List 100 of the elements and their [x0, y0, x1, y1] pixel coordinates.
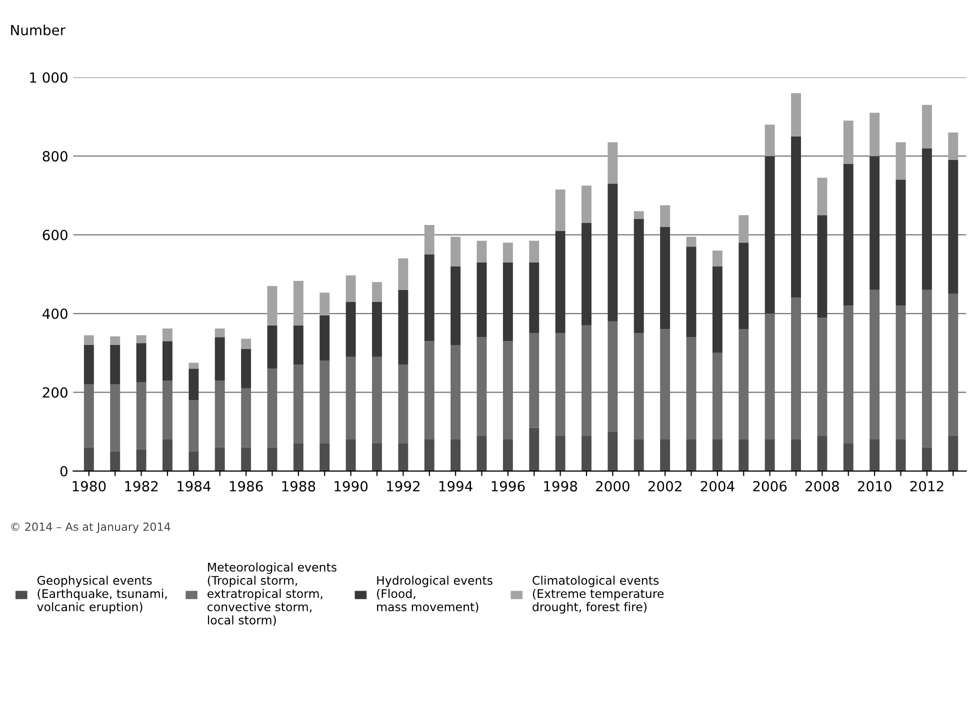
y-tick-label: 400 [42, 308, 68, 320]
bar [817, 178, 828, 216]
bar [817, 215, 828, 318]
bar [450, 236, 461, 266]
bar [870, 440, 880, 472]
bar [529, 262, 540, 334]
bar [686, 236, 696, 247]
bar [738, 440, 749, 472]
bar [372, 282, 382, 302]
x-tick-label: 2000 [596, 480, 630, 492]
legend-label: Geophysical events (Earthquake, tsunami, volcanic eruption) [37, 576, 167, 614]
bar [555, 230, 566, 334]
bar [896, 142, 906, 180]
bar [241, 348, 252, 388]
bar [450, 266, 461, 346]
bar [660, 440, 670, 472]
bar [502, 242, 513, 262]
bar [634, 440, 644, 472]
bar [738, 242, 749, 330]
bar [110, 345, 120, 384]
bar [372, 302, 382, 357]
x-tick-label: 1998 [544, 480, 578, 492]
bar [843, 120, 854, 164]
bar [136, 343, 146, 382]
bar [84, 335, 94, 346]
bar [582, 222, 592, 326]
bar [398, 290, 408, 365]
y-tick-label: 1 000 [30, 72, 68, 83]
bar [241, 338, 252, 349]
bar [922, 447, 932, 472]
bar [817, 436, 828, 472]
bar [424, 440, 434, 472]
bar [398, 443, 408, 472]
bar [320, 316, 330, 361]
x-tick-label: 2012 [910, 480, 944, 492]
bar [241, 447, 252, 472]
x-tick-label: 2008 [806, 480, 839, 492]
bar [712, 440, 722, 472]
bar [843, 443, 854, 472]
bar [267, 447, 278, 472]
bar [529, 428, 540, 472]
bar [372, 443, 382, 472]
bar [320, 292, 330, 316]
bar [267, 325, 278, 369]
bar [476, 262, 487, 338]
bar [346, 302, 356, 357]
bar [948, 160, 958, 294]
legend-label: Climatological events (Extreme temperature drought, forest fire) [532, 576, 664, 614]
bar [320, 443, 330, 472]
bar [424, 254, 434, 342]
bar [582, 186, 592, 223]
x-tick-label: 1984 [178, 480, 211, 492]
bar [922, 104, 932, 148]
text: © 2014 – As at January 2014 [11, 522, 170, 534]
bar [896, 440, 906, 472]
bar [529, 240, 540, 262]
bar [948, 132, 958, 160]
bar [843, 164, 854, 306]
bar [764, 156, 775, 314]
x-tick-label: 2010 [858, 480, 892, 492]
bar [293, 443, 304, 472]
bar [660, 205, 670, 227]
bar [502, 262, 513, 342]
y-tick-label: 200 [42, 387, 68, 398]
bar [162, 328, 172, 342]
bar [686, 440, 696, 472]
bar [896, 180, 906, 306]
bar [922, 148, 932, 290]
bar [555, 190, 566, 231]
bar [948, 436, 958, 472]
bar [582, 436, 592, 472]
bar [608, 184, 618, 322]
legend-label: Hydrological events (Flood, mass movement) [377, 576, 492, 613]
bar [608, 432, 618, 472]
bar [214, 328, 225, 338]
bar [712, 250, 722, 266]
bar [136, 449, 146, 472]
bar [424, 224, 434, 254]
bar [214, 447, 225, 472]
x-tick-label: 2004 [700, 480, 734, 492]
x-tick-label: 1986 [230, 480, 263, 492]
bar [293, 325, 304, 365]
bar [450, 440, 461, 472]
bar [267, 286, 278, 326]
bar [293, 280, 304, 326]
bar [502, 440, 513, 472]
bar [870, 112, 880, 156]
bar [84, 345, 94, 384]
x-tick-label: 2006 [753, 480, 787, 492]
bar [110, 336, 120, 346]
x-tick-label: 1994 [439, 480, 472, 492]
bar [764, 124, 775, 156]
x-tick-label: 1996 [492, 480, 525, 492]
bar [791, 440, 801, 472]
bar [188, 400, 199, 452]
y-tick-label: 800 [42, 151, 68, 162]
bar [346, 440, 356, 472]
bar [136, 335, 146, 344]
bar [84, 447, 94, 472]
y-tick-label: 600 [42, 230, 68, 240]
